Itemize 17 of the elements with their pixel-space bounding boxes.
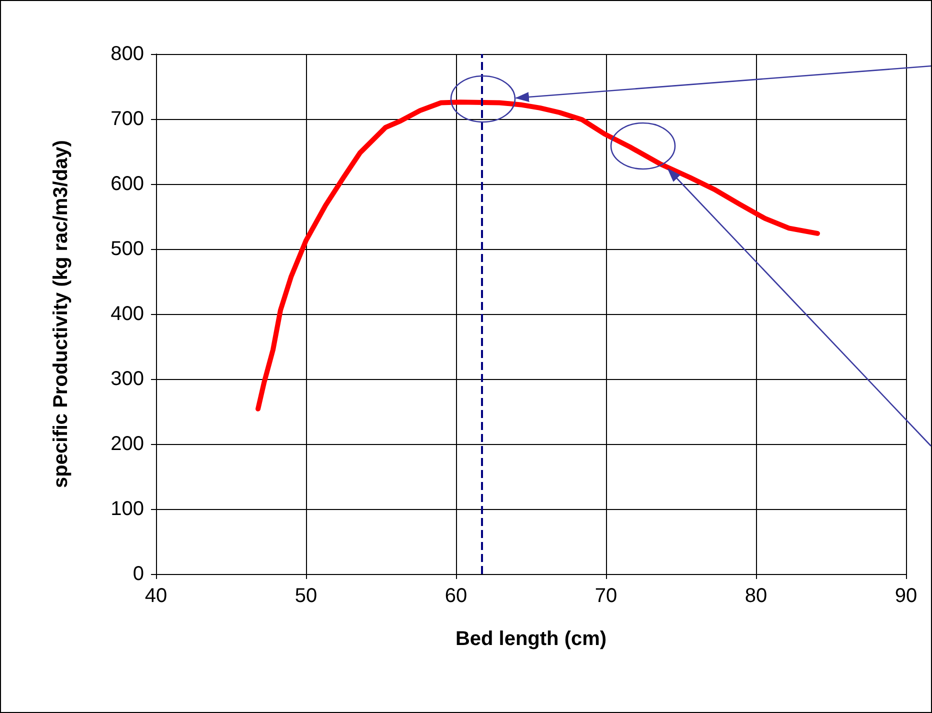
x-tick-label: 90 — [894, 585, 918, 607]
y-tick-label: 200 — [110, 433, 144, 455]
x-tick-label: 70 — [594, 585, 618, 607]
y-axis-title: specific Productivity (kg rac/m3/day) — [50, 140, 72, 488]
y-tick-label: 300 — [110, 368, 144, 390]
x-axis-title: Bed length (cm) — [455, 628, 607, 650]
y-tick-label: 400 — [110, 303, 144, 325]
y-tick-label: 800 — [110, 43, 144, 65]
x-tick-label: 40 — [144, 585, 168, 607]
y-tick-label: 500 — [110, 238, 144, 260]
y-tick-label: 0 — [132, 563, 144, 585]
y-tick-label: 100 — [110, 498, 144, 520]
x-tick-label: 60 — [444, 585, 468, 607]
x-tick-label: 50 — [294, 585, 318, 607]
x-tick-label: 80 — [744, 585, 768, 607]
y-tick-label: 700 — [110, 108, 144, 130]
y-tick-label: 600 — [110, 173, 144, 195]
